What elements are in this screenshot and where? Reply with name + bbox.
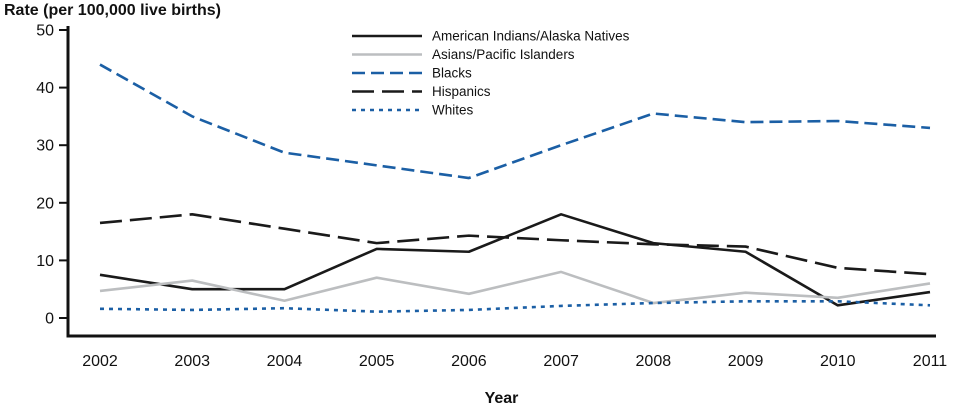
legend-label: Hispanics <box>432 84 491 99</box>
x-axis-title: Year <box>484 390 519 407</box>
y-tick-label: 40 <box>36 80 54 97</box>
y-tick-label: 10 <box>36 253 54 270</box>
legend-label: Blacks <box>432 66 472 81</box>
x-tick-label: 2010 <box>820 353 856 370</box>
chart-title: Rate (per 100,000 live births) <box>4 2 221 19</box>
x-tick-label: 2011 <box>913 353 948 370</box>
legend-label: Whites <box>432 103 474 118</box>
x-tick-label: 2004 <box>267 353 303 370</box>
series-line-whites <box>99 299 931 313</box>
y-tick-label: 50 <box>36 23 54 40</box>
legend-label: American Indians/Alaska Natives <box>432 29 630 44</box>
x-tick-label: 2006 <box>451 353 487 370</box>
y-tick-label: 0 <box>45 311 54 328</box>
series-line-blacks <box>99 63 931 180</box>
x-tick-label: 2007 <box>543 353 579 370</box>
series-line-asians-pacific-islanders <box>99 270 931 305</box>
x-tick-label: 2008 <box>636 353 672 370</box>
series-line-hispanics <box>99 213 931 276</box>
x-tick-label: 2002 <box>82 353 118 370</box>
x-tick-label: 2003 <box>174 353 210 370</box>
legend-label: Asians/Pacific Islanders <box>432 47 575 62</box>
x-tick-label: 2005 <box>359 353 395 370</box>
y-tick-label: 20 <box>36 195 54 212</box>
series-line-american-indians-alaska-natives <box>99 213 931 307</box>
y-tick-label: 30 <box>36 138 54 155</box>
x-tick-label: 2009 <box>728 353 764 370</box>
